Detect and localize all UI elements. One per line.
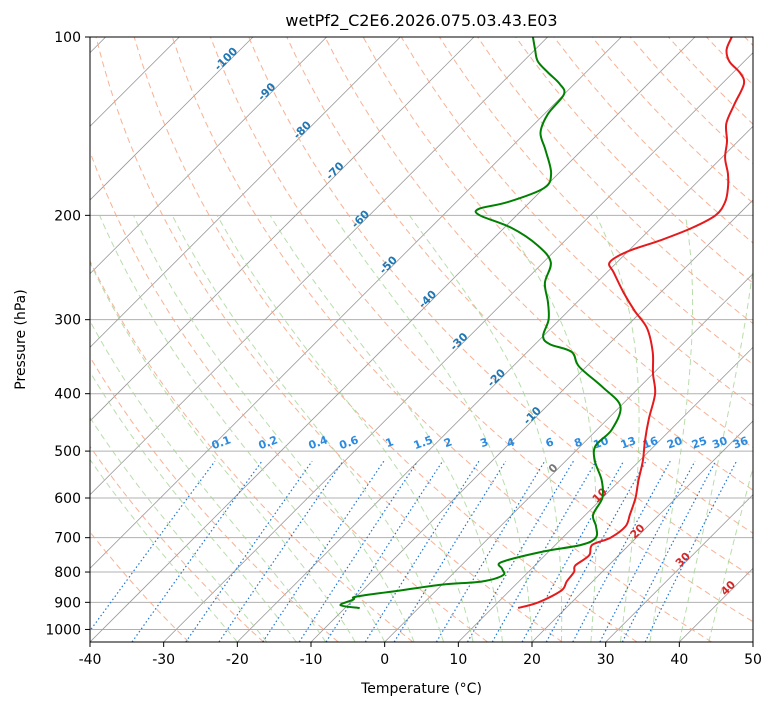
y-tick-label: 400 xyxy=(54,387,81,403)
moist-adiabat-line xyxy=(0,215,237,642)
y-tick-label: 300 xyxy=(54,313,81,329)
y-tick-label: 500 xyxy=(54,444,81,460)
dry-adiabat-line xyxy=(0,37,338,642)
isotherm-label: -50 xyxy=(377,253,400,276)
mixing-ratio-label: 8 xyxy=(572,435,584,450)
mixing-ratio-label: 0.4 xyxy=(307,433,330,452)
mixing-ratio-line xyxy=(365,461,479,642)
isotherm-label: -100 xyxy=(212,44,241,73)
mixing-ratio-label: 0.1 xyxy=(210,433,233,452)
isotherm-label: 20 xyxy=(628,521,648,541)
isotherm-line xyxy=(458,37,775,642)
y-tick-label: 800 xyxy=(54,565,81,581)
dry-adiabat-line xyxy=(58,37,488,642)
isotherm-line xyxy=(0,37,400,642)
x-tick-label: -20 xyxy=(226,652,249,668)
isotherm-line xyxy=(16,37,621,642)
isotherm-line xyxy=(385,37,775,642)
moist-adiabat-line xyxy=(679,215,758,642)
chart-title: wetPf2_C2E6.2026.075.03.43.E03 xyxy=(285,11,557,31)
x-tick-label: 30 xyxy=(597,652,615,668)
mixing-ratio-line xyxy=(132,461,262,642)
x-tick-label: -40 xyxy=(79,652,102,668)
dry-adiabat-line xyxy=(554,37,775,642)
moist-adiabat-line xyxy=(42,215,326,642)
moist-adiabat-line xyxy=(499,215,596,642)
moist-adiabat-line xyxy=(333,215,532,642)
isotherm-line xyxy=(237,37,775,642)
isotherm-label: -40 xyxy=(416,288,439,311)
mixing-ratio-line xyxy=(186,461,312,642)
y-tick-label: 200 xyxy=(54,208,81,224)
isotherm-label: -70 xyxy=(323,159,346,182)
mixing-ratio-label: 0.6 xyxy=(338,433,361,452)
isotherm-line xyxy=(0,37,327,642)
mixing-ratio-label: 0.2 xyxy=(257,433,280,452)
x-tick-label: -30 xyxy=(152,652,175,668)
dewpoint-profile-line xyxy=(340,37,620,608)
x-tick-label: 20 xyxy=(523,652,541,668)
x-tick-label: 10 xyxy=(449,652,467,668)
y-tick-label: 700 xyxy=(54,531,81,547)
isotherm-label: 40 xyxy=(718,578,738,598)
mixing-ratio-label: 1 xyxy=(384,435,396,450)
mixing-ratio-label: 2 xyxy=(442,435,454,450)
y-axis-label: Pressure (hPa) xyxy=(13,289,29,389)
moist-adiabat-line xyxy=(134,215,415,642)
x-axis: -40 -30 -20 -10 0 10 20 30 40 50 xyxy=(79,642,762,668)
x-tick-label: 50 xyxy=(744,652,762,668)
mixing-ratio-label: 3 xyxy=(478,435,490,450)
isotherm-line xyxy=(679,37,775,642)
moist-adiabat-line xyxy=(709,215,775,642)
isotherm-label: -90 xyxy=(255,80,278,103)
isotherm-label: -80 xyxy=(291,118,314,141)
x-tick-label: 0 xyxy=(380,652,389,668)
x-tick-label: 40 xyxy=(670,652,688,668)
moist-adiabat-line xyxy=(172,215,443,642)
isotherm-line xyxy=(753,37,775,642)
x-axis-label: Temperature (°C) xyxy=(360,681,482,697)
mixing-ratio-line xyxy=(82,461,215,642)
isotherm-label: -60 xyxy=(349,207,372,230)
mixing-ratio-line xyxy=(394,461,506,642)
isotherm-line xyxy=(0,37,253,642)
mixing-ratio-line xyxy=(645,461,736,642)
y-tick-label: 1000 xyxy=(45,622,81,638)
isotherm-line xyxy=(90,37,695,642)
mixing-ratio-label: 6 xyxy=(544,435,556,450)
mixing-ratio-label: 36 xyxy=(731,434,750,452)
isotherm-label: -30 xyxy=(447,330,470,353)
dry-adiabat-line xyxy=(516,37,775,642)
moist-adiabat-line xyxy=(0,215,267,642)
y-tick-label: 100 xyxy=(54,30,81,46)
mixing-ratio-label: 30 xyxy=(710,434,729,452)
dry-adiabat-line xyxy=(134,37,637,642)
plot-frame xyxy=(90,37,753,642)
isotherm-line xyxy=(0,37,474,642)
y-axis: 100 200 300 400 500 600 700 800 900 1000 xyxy=(45,30,90,638)
mixing-ratio-label: 25 xyxy=(690,434,709,451)
mixing-ratio-label: 1.5 xyxy=(412,433,435,452)
mixing-ratio-line xyxy=(326,461,443,642)
dry-adiabat-line xyxy=(707,37,775,642)
mixing-ratio-label: 13 xyxy=(619,434,638,451)
x-tick-label: -10 xyxy=(300,652,323,668)
mixing-ratio-line xyxy=(522,461,624,642)
y-tick-label: 900 xyxy=(54,595,81,611)
dry-adiabat-line xyxy=(20,37,413,642)
y-tick-label: 600 xyxy=(54,491,81,507)
mixing-ratio-line xyxy=(573,461,670,642)
dry-adiabat-line xyxy=(0,37,264,642)
isotherm-label: -10 xyxy=(521,404,544,427)
isotherm-label: 30 xyxy=(673,549,693,569)
moist-adiabat-line xyxy=(100,215,385,642)
isotherm-label: -20 xyxy=(485,366,508,389)
dry-adiabat-line xyxy=(745,37,775,642)
